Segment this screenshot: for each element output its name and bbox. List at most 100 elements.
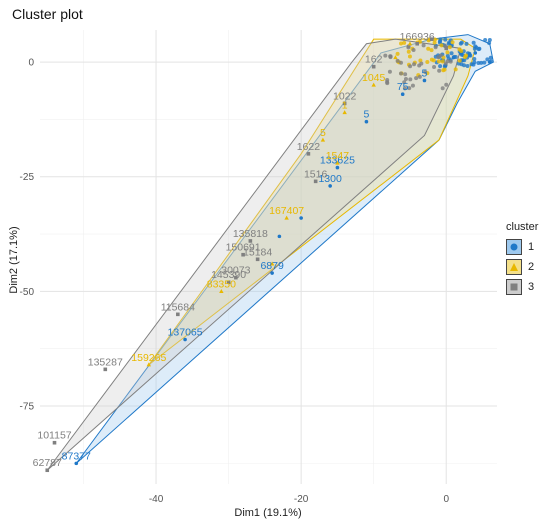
cluster-3-point (234, 275, 238, 280)
cluster-3-point (255, 257, 260, 262)
legend-key-cluster-3 (506, 279, 522, 295)
legend-item-cluster-1: 1 (506, 237, 538, 257)
point-label: 62787 (33, 457, 62, 469)
point-label: 1300 (318, 173, 342, 185)
cluster-3-point (313, 179, 318, 184)
legend-symbol (510, 243, 518, 251)
cluster-2-cloud-point (418, 58, 423, 63)
cluster-2-cloud-point (442, 67, 447, 72)
cluster-1-cloud-point (460, 58, 465, 63)
cluster-2-cloud-point (463, 54, 468, 59)
point-label: 162 (365, 54, 383, 66)
cluster-1-cloud-point (479, 60, 484, 65)
cluster-2-cloud-point (440, 59, 445, 64)
cluster-2-cloud-point (399, 41, 404, 46)
cluster-2-cloud-point (450, 40, 455, 45)
chart-title: Cluster plot (12, 6, 83, 22)
point-label: 167407 (269, 205, 304, 217)
legend-key-cluster-2 (506, 259, 522, 275)
cluster-3-point (371, 64, 376, 69)
point-label: 115684 (161, 301, 195, 313)
cluster-2-point (284, 215, 289, 220)
cluster-1-cloud-point (485, 57, 490, 62)
cluster-3-cloud-point (398, 60, 403, 65)
cluster-2-cloud-point (407, 54, 412, 59)
legend-title: cluster (506, 221, 539, 233)
cluster-hulls (46, 34, 494, 471)
cluster-1-cloud-point (446, 41, 451, 46)
cluster-3-cloud-point (438, 53, 443, 58)
cluster-2-point (393, 55, 398, 60)
legend-key-cluster-1 (506, 239, 522, 255)
point-label: 150691 (226, 242, 261, 254)
cluster-3-cloud-point (437, 68, 442, 73)
cluster-1-point (183, 337, 187, 342)
point-label: 30073 (221, 265, 250, 277)
y-axis-label: Dim2 (17.1%) (8, 226, 20, 293)
grid (40, 30, 497, 484)
cluster-points (45, 37, 493, 473)
cluster-3-hull (46, 38, 462, 471)
point-label: 75 (397, 81, 409, 93)
cluster-3-cloud-point (414, 76, 419, 81)
cluster-3-cloud-point (408, 64, 413, 69)
cluster-1-point (451, 55, 456, 60)
cluster-2-point (342, 110, 347, 115)
point-label: 135818 (233, 228, 268, 240)
cluster-3-point (52, 440, 57, 445)
cluster-2-cloud-point (402, 40, 407, 45)
cluster-2-cloud-point (426, 46, 431, 51)
legend-circle-symbol (510, 243, 518, 251)
point-label: 137065 (168, 327, 203, 339)
cluster-2-point (269, 261, 275, 266)
cluster-1-cloud-point (482, 60, 487, 65)
cluster-1-cloud-point (442, 64, 447, 69)
point-label: 6879 (260, 260, 284, 272)
axis-ticks: -40 -20 0 0 -25 -50 -75 (20, 58, 450, 505)
cluster-3-cloud-point (408, 77, 413, 82)
cluster-1-point (328, 184, 332, 188)
cluster-1-cloud-point (464, 41, 469, 46)
point-label: 1622 (297, 141, 321, 153)
cluster-2-cloud-point (447, 45, 452, 50)
point-label: 1547 (326, 150, 350, 162)
cluster-3-cloud-point (385, 81, 390, 86)
cluster-1-point (270, 271, 274, 275)
point-label: 83350 (207, 278, 236, 290)
cluster-1-point (74, 461, 79, 466)
cluster-1-cloud-point (483, 38, 488, 43)
cluster-2-cloud-point (457, 47, 462, 52)
point-label: 5 (364, 109, 370, 121)
point-label: 87377 (62, 450, 91, 462)
cluster-1-cloud-point (471, 40, 476, 45)
cluster-3-cloud-point (417, 74, 422, 79)
cluster-3-point (241, 252, 245, 257)
cluster-1-cloud-point (469, 62, 474, 67)
cluster-3-point (342, 101, 347, 106)
cluster-3-cloud-point (411, 47, 416, 52)
cluster-3-cloud-point (383, 53, 388, 58)
cluster-2-cloud-point (395, 51, 400, 56)
cluster-2-point (320, 137, 326, 142)
y-tick-label: -75 (20, 402, 35, 413)
cluster-3-cloud-point (448, 59, 453, 64)
x-axis-label: Dim1 (19.1%) (234, 507, 301, 519)
cluster-2-cloud-point (406, 49, 411, 54)
cluster-2-point (371, 82, 376, 87)
cluster-3-cloud-point (421, 43, 426, 48)
legend-items: 1 2 3 (506, 237, 538, 297)
cluster-1-point (364, 119, 369, 124)
cluster-3-cloud-point (440, 86, 445, 91)
cluster-1-point (400, 92, 405, 97)
cluster-2-cloud-point (432, 40, 437, 45)
point-label: 1516 (304, 168, 328, 180)
cluster-1-cloud-point (474, 45, 479, 50)
cluster-2-cloud-point (436, 59, 441, 64)
cluster-3-point (248, 239, 253, 243)
cluster-3-cloud-point (432, 65, 437, 70)
legend-item-cluster-3: 3 (506, 277, 538, 297)
cluster-3-cloud-point (423, 69, 428, 74)
cluster-3-point (306, 152, 311, 156)
cluster-3-cloud-point (445, 59, 450, 64)
